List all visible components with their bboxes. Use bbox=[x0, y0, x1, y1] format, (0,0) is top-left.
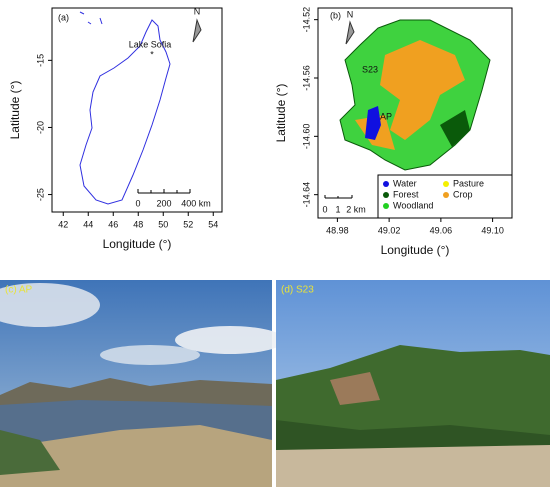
scale-bar bbox=[324, 195, 353, 199]
y-tick-label: -15 bbox=[35, 54, 45, 67]
x-axis-label: Longitude (°) bbox=[381, 243, 450, 257]
x-tick-label: 48.98 bbox=[326, 225, 349, 235]
scale-label: 200 bbox=[156, 198, 171, 208]
x-tick-label: 44 bbox=[83, 219, 93, 229]
y-tick-label: -14.64 bbox=[301, 182, 311, 208]
legend-swatch bbox=[443, 181, 449, 187]
legend-label: Forest bbox=[393, 189, 419, 199]
frame-a bbox=[51, 7, 223, 213]
scale-label: 0 bbox=[322, 204, 327, 214]
x-tick-label: 49.06 bbox=[430, 225, 453, 235]
islands bbox=[79, 11, 103, 25]
forest-area bbox=[440, 110, 470, 147]
x-tick-label: 46 bbox=[108, 219, 118, 229]
x-tick-label: 48 bbox=[133, 219, 143, 229]
panel-label: (b) bbox=[330, 10, 341, 20]
scale-label: 1 bbox=[335, 204, 340, 214]
scale-label: 400 km bbox=[181, 198, 211, 208]
site-marker: * bbox=[150, 49, 154, 59]
north-arrow bbox=[192, 18, 202, 43]
photo-label: (c) AP bbox=[5, 285, 33, 296]
crop-area bbox=[380, 40, 465, 140]
x-axis-label: Longitude (°) bbox=[103, 237, 172, 251]
y-tick-label: -25 bbox=[35, 188, 45, 201]
legend-label: Water bbox=[393, 178, 417, 188]
x-tick-label: 52 bbox=[183, 219, 193, 229]
x-tick-label: 54 bbox=[208, 219, 218, 229]
x-tick-label: 42 bbox=[58, 219, 68, 229]
site-label: AP bbox=[380, 111, 392, 121]
coastline bbox=[79, 19, 171, 205]
legend-swatch bbox=[383, 181, 389, 187]
legend-swatch bbox=[383, 192, 389, 198]
north-label: N bbox=[347, 9, 354, 19]
site-label: Lake Sofia bbox=[129, 39, 172, 49]
legend-swatch bbox=[443, 192, 449, 198]
north-arrow bbox=[345, 20, 355, 45]
y-tick-label: -20 bbox=[35, 121, 45, 134]
panel-label: (a) bbox=[58, 12, 69, 22]
scale-label: 2 km bbox=[346, 204, 366, 214]
legend-swatch bbox=[383, 203, 389, 209]
site-label: S23 bbox=[362, 64, 378, 74]
y-axis-label: Latitude (°) bbox=[274, 84, 288, 143]
x-tick-label: 49.02 bbox=[378, 225, 401, 235]
y-tick-label: -14.56 bbox=[301, 65, 311, 91]
photo-label: (d) S23 bbox=[281, 285, 314, 296]
x-tick-label: 49.10 bbox=[481, 225, 504, 235]
photo-c: (c) AP bbox=[0, 280, 285, 487]
lake bbox=[365, 106, 381, 140]
x-tick-label: 50 bbox=[158, 219, 168, 229]
legend-label: Pasture bbox=[453, 178, 484, 188]
y-axis-label: Latitude (°) bbox=[8, 81, 22, 140]
legend-label: Crop bbox=[453, 189, 473, 199]
scale-label: 0 bbox=[135, 198, 140, 208]
y-tick-label: -14.52 bbox=[301, 7, 311, 33]
legend-label: Woodland bbox=[393, 200, 433, 210]
photo-d: (d) S23 bbox=[276, 280, 550, 487]
scale-bar bbox=[137, 189, 191, 194]
north-label: N bbox=[194, 6, 201, 16]
y-tick-label: -14.60 bbox=[301, 124, 311, 150]
